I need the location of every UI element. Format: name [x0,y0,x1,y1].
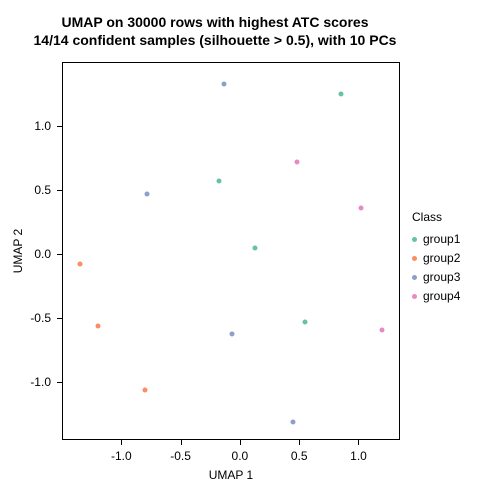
legend-item: group2 [412,249,460,268]
legend-label: group1 [423,230,460,249]
x-tick-label: 0.5 [291,449,308,463]
legend-swatch-icon [412,275,417,280]
x-tick-label: 1.0 [350,449,367,463]
x-axis-label: UMAP 1 [209,468,253,482]
legend-item: group4 [412,287,460,306]
legend-swatch-icon [412,294,417,299]
umap-figure: UMAP on 30000 rows with highest ATC scor… [0,0,504,504]
plot-border [62,62,400,440]
legend-swatch-icon [412,256,417,261]
x-tick-label: -1.0 [111,449,132,463]
y-axis-label: UMAP 2 [11,229,25,273]
y-tick-label: -1.0 [30,375,51,389]
x-tick-label: -0.5 [170,449,191,463]
legend-item: group1 [412,230,460,249]
chart-title-line2: 14/14 confident samples (silhouette > 0.… [0,32,430,50]
y-tick [57,254,62,255]
x-tick-label: 0.0 [232,449,249,463]
y-tick [57,126,62,127]
y-tick [57,382,62,383]
legend-label: group4 [423,287,460,306]
scatter-point-group3 [145,191,150,196]
chart-title-line1: UMAP on 30000 rows with highest ATC scor… [0,14,430,32]
legend-item: group3 [412,268,460,287]
x-tick [358,440,359,445]
scatter-point-group2 [95,323,100,328]
x-tick [240,440,241,445]
legend-label: group2 [423,249,460,268]
scatter-point-group4 [358,206,363,211]
scatter-point-group1 [338,92,343,97]
scatter-point-group3 [222,81,227,86]
scatter-point-group1 [303,320,308,325]
y-tick-label: 1.0 [34,119,51,133]
y-tick-label: 0.5 [34,183,51,197]
scatter-point-group1 [216,179,221,184]
scatter-point-group1 [253,245,258,250]
y-tick [57,190,62,191]
legend-label: group3 [423,268,460,287]
legend-title: Class [412,210,460,224]
y-tick [57,318,62,319]
scatter-point-group2 [77,262,82,267]
x-tick [299,440,300,445]
x-tick [181,440,182,445]
x-tick [121,440,122,445]
y-tick-label: 0.0 [34,247,51,261]
legend-swatch-icon [412,237,417,242]
scatter-point-group3 [229,331,234,336]
scatter-point-group3 [291,420,296,425]
scatter-point-group4 [380,327,385,332]
chart-title: UMAP on 30000 rows with highest ATC scor… [0,14,430,49]
plot-area [62,62,400,440]
scatter-point-group4 [294,159,299,164]
legend: Class group1group2group3group4 [412,210,460,306]
y-tick-label: -0.5 [30,311,51,325]
scatter-point-group2 [143,388,148,393]
